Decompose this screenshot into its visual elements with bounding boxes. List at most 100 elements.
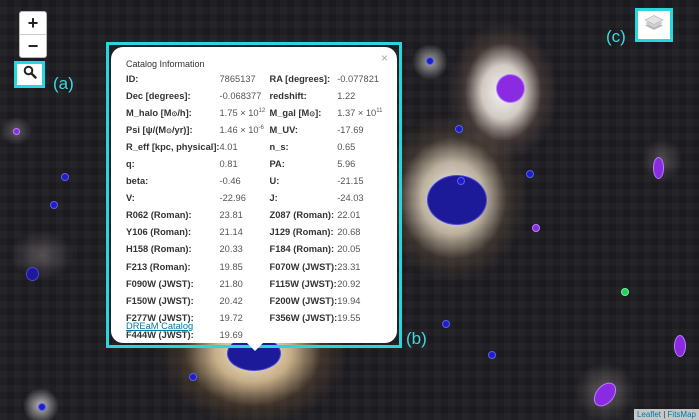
field-label: R062 (Roman): <box>126 210 192 221</box>
field-value: 20.05 <box>337 244 361 255</box>
field-label: Dec [degrees]: <box>126 90 191 101</box>
close-icon[interactable]: × <box>380 51 388 65</box>
attribution-separator: | <box>661 410 668 419</box>
annotation-label-c: (c) <box>606 27 626 46</box>
source-marker[interactable] <box>189 373 197 381</box>
field-label: U: <box>269 176 280 187</box>
source-marker[interactable] <box>26 267 39 281</box>
field-value: 23.31 <box>337 261 361 272</box>
layers-button[interactable] <box>635 8 673 42</box>
source-marker[interactable] <box>455 125 463 133</box>
source-marker[interactable] <box>50 201 58 209</box>
catalog-row: Y106 (Roman): 21.14 J129 (Roman): 20.68 <box>126 224 382 241</box>
field-value: 23.81 <box>219 210 243 221</box>
field-label: F277W (JWST): <box>126 312 194 323</box>
field-value: -17.69 <box>337 124 364 135</box>
annotation-label-b: (b) <box>406 329 427 348</box>
catalog-row: F150W (JWST): 20.42 F200W (JWST): 19.94 <box>126 292 382 309</box>
field-label: beta: <box>126 176 149 187</box>
field-value: 1.46 × 10-6 <box>219 124 264 135</box>
catalog-row: F213 (Roman): 19.85 F070W (JWST): 23.31 <box>126 258 382 275</box>
field-label: RA [degrees]: <box>269 73 331 84</box>
zoom-divider <box>20 34 46 35</box>
source-marker[interactable] <box>38 403 46 411</box>
field-label <box>270 326 338 343</box>
field-value: 5.96 <box>337 159 356 170</box>
field-label: F184 (Roman): <box>269 244 335 255</box>
source-marker[interactable] <box>426 57 434 65</box>
field-value: 19.85 <box>219 261 243 272</box>
catalog-row: R_eff [kpc, physical]: 4.01 n_s: 0.65 <box>126 138 382 155</box>
popup-tip <box>246 342 264 351</box>
field-value: 20.92 <box>337 278 361 289</box>
zoom-in-button[interactable]: + <box>27 13 39 33</box>
source-marker[interactable] <box>457 177 465 185</box>
source-marker-purple[interactable] <box>491 69 530 108</box>
field-value: 21.80 <box>219 278 243 289</box>
source-marker-purple[interactable] <box>532 224 540 232</box>
field-label: ID: <box>126 73 139 84</box>
field-value: 20.68 <box>337 227 361 238</box>
field-label: M_gal [M⊙]: <box>269 107 322 118</box>
field-label: F070W (JWST): <box>269 261 338 272</box>
source-marker[interactable] <box>488 351 496 359</box>
field-label: redshift: <box>269 90 307 101</box>
field-value: -22.96 <box>219 193 246 204</box>
field-value: 19.94 <box>337 295 361 306</box>
source-marker[interactable] <box>61 173 69 181</box>
field-label: F444W (JWST): <box>126 329 194 340</box>
catalog-row: beta: -0.46 U: -21.15 <box>126 173 382 190</box>
catalog-table: ID: 7865137 RA [degrees]: -0.077821 Dec [deg… <box>126 70 382 344</box>
zoom-out-button[interactable]: − <box>27 36 39 56</box>
field-label: M_UV: <box>269 124 298 135</box>
field-label: q: <box>126 159 135 170</box>
field-value: 1.22 <box>337 90 356 101</box>
field-value: 22.01 <box>337 210 361 221</box>
field-value: -0.068377 <box>219 90 262 101</box>
field-label: F115W (JWST): <box>269 278 337 289</box>
field-value: 19.72 <box>219 312 243 323</box>
magnifier-icon <box>23 65 37 84</box>
catalog-row: Psi [ψ/(M⊙/yr)]: 1.46 × 10-6 M_UV: -17.69 <box>126 121 382 138</box>
field-label: J: <box>269 193 278 204</box>
catalog-row: Dec [degrees]: -0.068377 redshift: 1.22 <box>126 87 382 104</box>
source-marker-purple[interactable] <box>589 378 621 411</box>
field-value: 0.65 <box>337 141 356 152</box>
search-button[interactable] <box>14 61 45 88</box>
popup-title: Catalog Information <box>126 59 205 69</box>
field-value: -0.46 <box>219 176 241 187</box>
source-marker-purple[interactable] <box>674 335 686 357</box>
catalog-row: H158 (Roman): 20.33 F184 (Roman): 20.05 <box>126 241 382 258</box>
source-marker-purple[interactable] <box>653 157 664 179</box>
field-value: -24.03 <box>337 193 364 204</box>
field-value: 1.75 × 1012 <box>219 107 266 118</box>
field-value: 19.55 <box>337 312 361 323</box>
field-label: n_s: <box>269 141 289 152</box>
fitsmap-link[interactable]: FitsMap <box>667 410 696 419</box>
field-value: 1.37 × 1011 <box>337 107 383 118</box>
field-value: 4.01 <box>219 141 238 152</box>
source-marker[interactable] <box>526 170 534 178</box>
field-label: Y106 (Roman): <box>126 227 192 238</box>
catalog-link[interactable]: DREaM Catalog <box>126 321 194 331</box>
field-label: H158 (Roman): <box>126 244 192 255</box>
field-label: Z087 (Roman): <box>269 210 335 221</box>
catalog-row: ID: 7865137 RA [degrees]: -0.077821 <box>126 70 382 87</box>
source-marker[interactable] <box>442 320 450 328</box>
field-label: Psi [ψ/(M⊙/yr)]: <box>126 124 193 135</box>
field-label: M_halo [M⊙/h]: <box>126 107 192 118</box>
source-marker-green[interactable] <box>621 288 629 296</box>
map-attribution: Leaflet | FitsMap <box>633 409 699 420</box>
catalog-popup: × Catalog Information ID: 7865137 RA [degr… <box>111 47 397 343</box>
catalog-row: F277W (JWST): 19.72 F356W (JWST): 19.55 <box>126 309 382 326</box>
field-label: F150W (JWST): <box>126 295 194 306</box>
field-label: F356W (JWST): <box>269 312 338 323</box>
source-marker-large[interactable] <box>427 175 487 225</box>
annotation-label-a: (a) <box>53 74 74 93</box>
source-marker-purple[interactable] <box>13 128 20 135</box>
field-value <box>337 326 382 343</box>
layers-icon <box>644 14 664 37</box>
field-value: -0.077821 <box>337 73 380 84</box>
catalog-row: R062 (Roman): 23.81 Z087 (Roman): 22.01 <box>126 207 382 224</box>
leaflet-link[interactable]: Leaflet <box>636 410 662 419</box>
